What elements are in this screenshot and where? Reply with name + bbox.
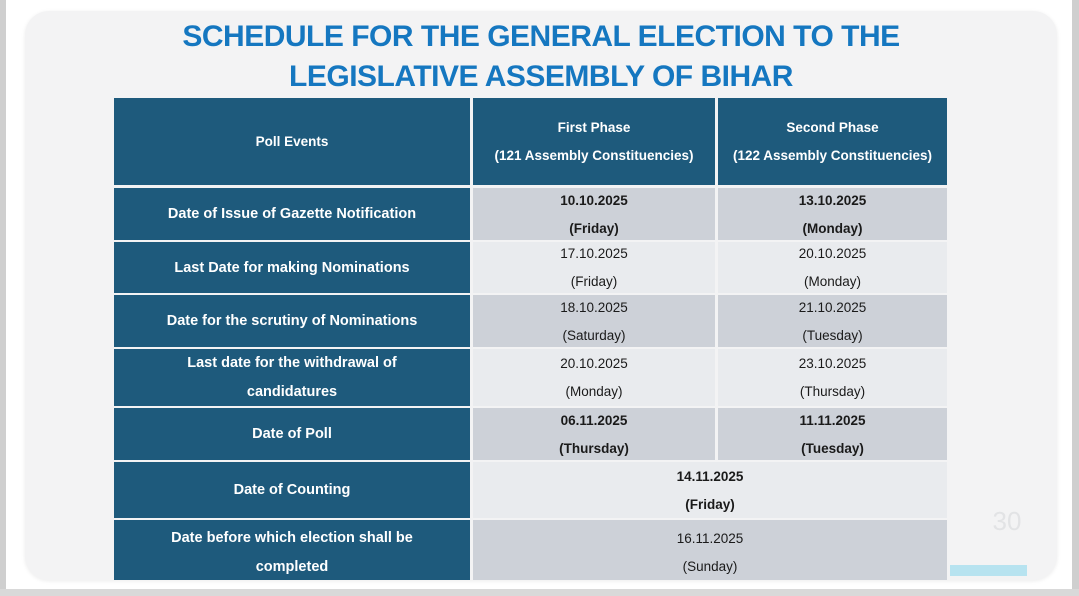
day-value: (Thursday) (799, 384, 866, 399)
event-label: Date before which election shall be (171, 529, 413, 546)
first-phase-cell: 06.11.2025 (Thursday) (473, 408, 715, 460)
header-first-phase: First Phase (121 Assembly Constituencies… (473, 98, 715, 185)
date-value: 14.11.2025 (676, 468, 744, 484)
event-cell: Date for the scrutiny of Nominations (114, 295, 470, 347)
date-value: 10.10.2025 (560, 192, 628, 208)
header-first-phase-line2: (121 Assembly Constituencies) (494, 148, 694, 163)
header-second-phase-line2: (122 Assembly Constituencies) (732, 148, 933, 163)
event-label-line2: completed (255, 558, 329, 575)
event-label: Date of Issue of Gazette Notification (167, 206, 417, 222)
day-value: (Tuesday) (801, 440, 864, 456)
second-phase-cell: 23.10.2025 (Thursday) (718, 349, 947, 406)
event-cell: Date of Issue of Gazette Notification (114, 188, 470, 240)
date-value: 11.11.2025 (799, 412, 866, 428)
date-value: 23.10.2025 (798, 356, 867, 371)
day-value: (Sunday) (682, 558, 738, 574)
header-second-phase: Second Phase (122 Assembly Constituencie… (718, 98, 947, 185)
table-row: Date for the scrutiny of Nominations 18.… (114, 295, 947, 347)
page-edge-right (1072, 0, 1079, 596)
second-phase-cell: 20.10.2025 (Monday) (718, 242, 947, 293)
day-value: (Tuesday) (802, 327, 863, 343)
event-cell: Last Date for making Nominations (114, 242, 470, 293)
second-phase-cell: 21.10.2025 (Tuesday) (718, 295, 947, 347)
slide-title-line2: LEGISLATIVE ASSEMBLY OF BIHAR (289, 60, 793, 93)
date-value: 20.10.2025 (798, 246, 867, 261)
slide-title: SCHEDULE FOR THE GENERAL ELECTION TO THE… (25, 17, 1057, 97)
table-header-row: Poll Events First Phase (121 Assembly Co… (114, 98, 947, 185)
slide: SCHEDULE FOR THE GENERAL ELECTION TO THE… (25, 11, 1057, 580)
day-value: (Friday) (569, 220, 619, 236)
date-value: 21.10.2025 (798, 299, 867, 315)
merged-phase-cell: 14.11.2025 (Friday) (473, 462, 947, 518)
page-edge-bottom (0, 589, 1079, 596)
event-label: Date of Counting (233, 482, 351, 498)
first-phase-cell: 20.10.2025 (Monday) (473, 349, 715, 406)
first-phase-cell: 17.10.2025 (Friday) (473, 242, 715, 293)
header-first-phase-line1: First Phase (557, 120, 631, 135)
date-value: 16.11.2025 (676, 530, 744, 546)
second-phase-cell: 11.11.2025 (Tuesday) (718, 408, 947, 460)
day-value: (Monday) (802, 220, 863, 236)
event-cell: Last date for the withdrawal of candidat… (114, 349, 470, 406)
first-phase-cell: 10.10.2025 (Friday) (473, 188, 715, 240)
header-second-phase-line1: Second Phase (786, 120, 879, 135)
merged-phase-cell: 16.11.2025 (Sunday) (473, 520, 947, 580)
event-cell: Date of Poll (114, 408, 470, 460)
day-value: (Friday) (685, 496, 735, 512)
event-label: Last Date for making Nominations (174, 259, 410, 276)
schedule-table: Poll Events First Phase (121 Assembly Co… (114, 98, 947, 580)
event-label: Date of Poll (252, 426, 332, 442)
event-cell: Date of Counting (114, 462, 470, 518)
day-value: (Monday) (565, 384, 623, 399)
second-phase-cell: 13.10.2025 (Monday) (718, 188, 947, 240)
day-value: (Friday) (570, 274, 618, 289)
page-edge-left (0, 0, 6, 596)
event-label-line2: candidatures (246, 384, 338, 400)
table-row: Last Date for making Nominations 17.10.2… (114, 242, 947, 293)
cyan-accent-bar (950, 565, 1027, 576)
event-cell: Date before which election shall be comp… (114, 520, 470, 580)
header-poll-events-label: Poll Events (255, 134, 329, 149)
event-label: Date for the scrutiny of Nominations (166, 313, 418, 329)
day-value: (Saturday) (562, 327, 626, 343)
date-value: 17.10.2025 (560, 246, 628, 261)
date-value: 13.10.2025 (798, 192, 867, 208)
date-value: 18.10.2025 (560, 299, 628, 315)
day-value: (Thursday) (559, 440, 629, 456)
day-value: (Monday) (803, 274, 862, 289)
page-number: 30 (992, 506, 1022, 536)
table-row: Date before which election shall be comp… (114, 520, 947, 580)
first-phase-cell: 18.10.2025 (Saturday) (473, 295, 715, 347)
table-row: Last date for the withdrawal of candidat… (114, 349, 947, 406)
date-value: 06.11.2025 (560, 412, 628, 428)
header-poll-events: Poll Events (114, 98, 470, 185)
table-row: Date of Issue of Gazette Notification 10… (114, 188, 947, 240)
event-label: Last date for the withdrawal of (187, 355, 397, 371)
table-row: Date of Poll 06.11.2025 (Thursday) 11.11… (114, 408, 947, 460)
table-row: Date of Counting 14.11.2025 (Friday) (114, 462, 947, 518)
date-value: 20.10.2025 (560, 356, 628, 371)
slide-title-line1: SCHEDULE FOR THE GENERAL ELECTION TO THE (182, 20, 900, 53)
